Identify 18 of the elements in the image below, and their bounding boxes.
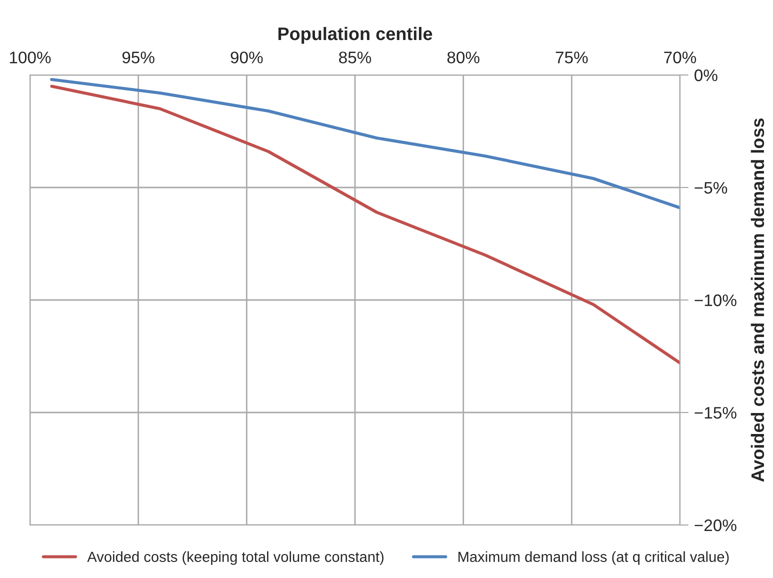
legend-label: Maximum demand loss (at q critical value) — [458, 551, 729, 565]
x-tick-label: 80% — [447, 52, 480, 64]
y-tick-label: −5% — [694, 182, 728, 194]
legend-label: Avoided costs (keeping total volume constant) — [87, 551, 384, 565]
x-tick-label: 70% — [664, 52, 696, 64]
x-tick-label: 75% — [556, 52, 588, 64]
x-tick-label: 95% — [122, 52, 154, 64]
x-tick-label: 85% — [339, 52, 372, 64]
y-tick-label: 0% — [694, 69, 718, 82]
x-tick-label: 100% — [10, 52, 51, 64]
y-tick-label: −20% — [694, 519, 736, 532]
y-tick-label: −15% — [694, 406, 736, 419]
y-tick-label: −10% — [694, 294, 736, 306]
x-tick-label: 90% — [230, 52, 263, 64]
x-axis-title: Population centile — [278, 26, 432, 44]
y-axis-title: Avoided costs and maximum demand loss — [750, 118, 764, 482]
line-series — [50, 84, 680, 365]
line-series — [50, 78, 680, 210]
